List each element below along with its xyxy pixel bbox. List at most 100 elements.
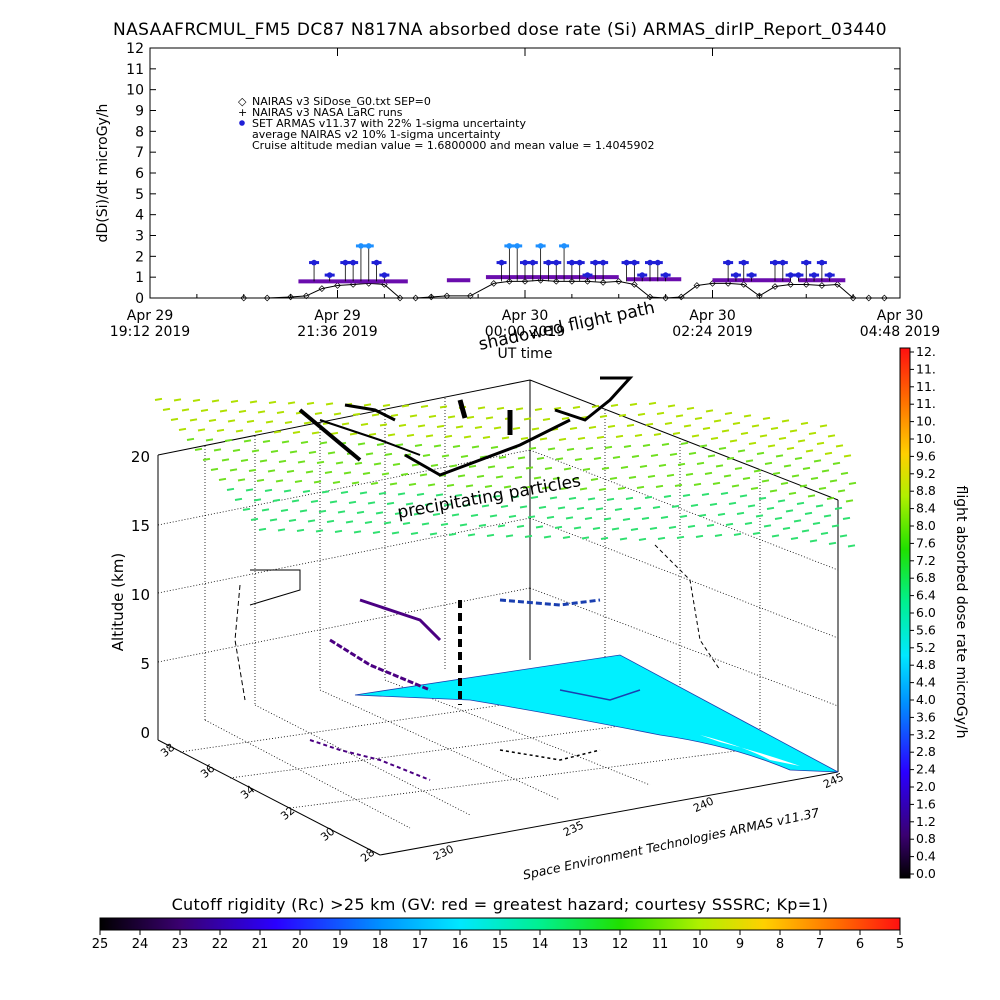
nairas-v3-point [318,285,326,292]
particle-dash [267,469,276,473]
particle-dash [527,515,536,519]
particle-dash [530,495,539,499]
colorbar-tick-label: 20 [292,937,309,952]
particle-dash [614,507,623,511]
particle-dash [497,524,506,528]
particle-dash [647,474,656,478]
altitude-axis-label: Altitude (km) [109,553,127,651]
particle-dash [421,522,430,526]
colorbar-tick-label: 9.2 [916,466,936,481]
particle-dash [801,529,810,533]
y-tick-label: 10 [126,83,144,99]
particle-dash [353,530,362,534]
nairas-v3-point [740,281,748,288]
particle-dash [676,535,685,539]
colorbar-tick-label: 10 [692,937,709,952]
nairas-v3-point [802,281,810,288]
particle-dash [485,416,494,420]
particle-dash [334,529,343,533]
particle-dash [281,440,290,444]
armas-point [569,259,575,266]
particle-dash [656,411,665,415]
particle-dash [523,417,532,421]
particle-dash [321,490,330,494]
particle-dash [736,511,745,515]
particle-dash [742,476,751,480]
particle-dash [782,526,791,530]
armas-point [576,259,583,266]
particle-dash [568,496,577,500]
particle-dash [710,436,719,440]
particle-dash [173,398,182,402]
particle-dash [251,449,260,453]
particle-dash [364,520,373,524]
particle-dash [306,401,315,405]
armas-point [342,259,349,266]
legend-entry: SET ARMAS v11.37 with 22% 1-sigma uncert… [252,117,526,130]
particle-dash [310,499,319,503]
particle-dash [718,446,727,450]
cutoff-rigidity-colorbar: 25 24 23 22 21 20 19 18 17 16 15 14 13 12 11 10 9 8 7 6 5 [92,917,904,952]
particle-dash [573,526,582,530]
particle-dash [786,446,795,450]
particle-dash [558,437,567,441]
colorbar-tick-label: 8 [776,937,784,952]
particle-dash [704,471,713,475]
particle-dash [420,404,429,408]
particle-dash [362,471,371,475]
particle-dash [644,495,653,499]
particle-dash [731,484,740,488]
particle-dash [641,516,650,520]
particle-dash [653,432,662,436]
armas-point [506,243,513,249]
altitude-flight-path [234,544,721,781]
particle-dash [543,535,552,539]
particle-dash [733,532,742,536]
particle-dash [696,461,705,465]
particle-dash [522,485,531,489]
armas-point [350,259,356,266]
particle-dash [448,532,457,536]
particle-dash [409,414,418,418]
particle-dash [402,521,411,525]
latitude-tick-label: 34 [238,783,257,802]
particle-dash [839,534,848,538]
nairas-v3-point [662,294,669,302]
particle-dash [218,477,227,481]
particle-dash [337,510,346,514]
particle-dash [297,460,306,464]
particle-dash [690,503,699,507]
particle-dash [272,498,281,502]
particle-dash [572,405,581,409]
y-tick-label: 1 [135,270,144,286]
particle-dash [463,435,472,439]
nairas-v3-point [646,293,654,301]
particle-dash [270,449,279,453]
colorbar-tick-label: 5.2 [916,640,936,655]
particle-dash [256,478,265,482]
particle-dash [847,544,856,548]
particle-dash [615,434,624,438]
particle-dash [330,431,339,435]
armas-point [631,259,638,266]
dotted-grid [157,398,839,829]
particle-dash [603,517,612,521]
particle-dash [520,436,529,440]
particle-dash [243,439,252,443]
particle-dash [406,433,415,437]
particle-dash [462,503,471,507]
particle-dash [840,471,849,475]
particle-dash [623,444,632,448]
particle-dash [617,486,626,490]
y-tick-label: 6 [135,166,144,182]
particle-dash [493,426,502,430]
y-tick-label: 2 [135,249,144,265]
particle-dash [574,457,583,461]
particle-dash [694,416,703,420]
particle-dash [536,456,545,460]
colorbar-tick-label: 4.0 [916,692,936,707]
particle-dash [435,493,444,497]
armas-point [740,259,747,266]
nairas-v3-point [334,282,341,289]
particle-dash [444,434,453,438]
